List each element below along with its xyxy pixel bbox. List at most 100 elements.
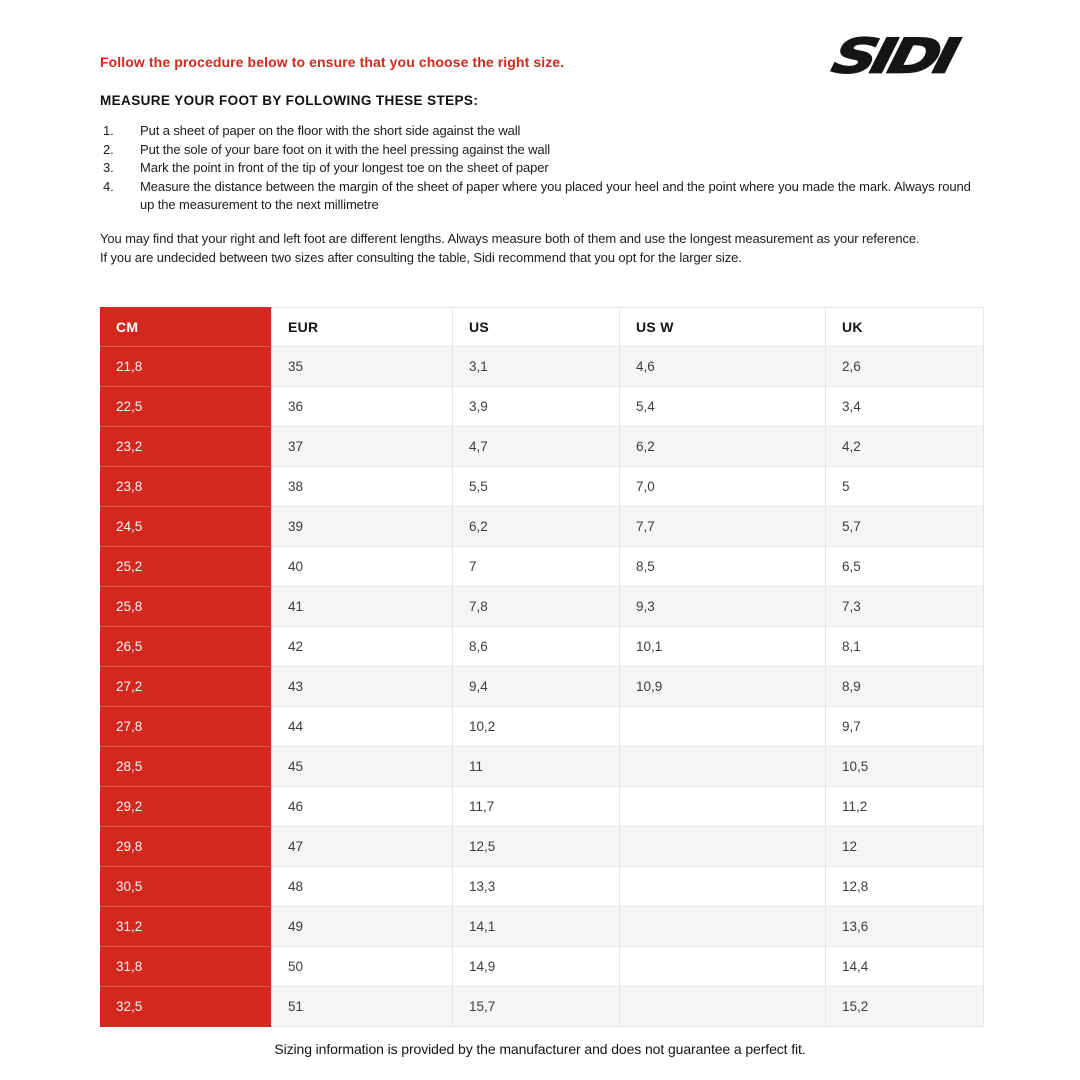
cell-eur: 36 bbox=[272, 387, 453, 427]
cell-cm: 32,5 bbox=[100, 987, 272, 1027]
cell-eur: 45 bbox=[272, 747, 453, 787]
size-conversion-table: CM EUR US US W UK 21,8 35 3,1 4,6 2,6 22… bbox=[100, 307, 984, 1027]
cell-uk: 5 bbox=[826, 467, 984, 507]
cell-uk: 12,8 bbox=[826, 867, 984, 907]
table-row: 27,8 44 10,2 9,7 bbox=[100, 707, 984, 747]
header-row: CM EUR US US W UK bbox=[100, 307, 984, 347]
cell-usw bbox=[620, 827, 826, 867]
cell-cm: 22,5 bbox=[100, 387, 272, 427]
note-measure-both: You may find that your right and left fo… bbox=[100, 231, 920, 246]
cell-usw: 6,2 bbox=[620, 427, 826, 467]
cell-us: 6,2 bbox=[453, 507, 620, 547]
cell-us: 15,7 bbox=[453, 987, 620, 1027]
cell-usw bbox=[620, 987, 826, 1027]
table-row: 31,8 50 14,9 14,4 bbox=[100, 947, 984, 987]
table-row: 25,2 40 7 8,5 6,5 bbox=[100, 547, 984, 587]
cell-usw bbox=[620, 907, 826, 947]
col-header-eur: EUR bbox=[272, 307, 453, 347]
cell-us: 4,7 bbox=[453, 427, 620, 467]
cell-usw: 9,3 bbox=[620, 587, 826, 627]
sidi-logo: SIDI bbox=[826, 26, 1034, 86]
cell-eur: 47 bbox=[272, 827, 453, 867]
cell-eur: 41 bbox=[272, 587, 453, 627]
cell-eur: 40 bbox=[272, 547, 453, 587]
table-row: 21,8 35 3,1 4,6 2,6 bbox=[100, 347, 984, 387]
cell-eur: 49 bbox=[272, 907, 453, 947]
cell-us: 3,1 bbox=[453, 347, 620, 387]
table-row: 23,8 38 5,5 7,0 5 bbox=[100, 467, 984, 507]
cell-usw: 7,7 bbox=[620, 507, 826, 547]
col-header-usw: US W bbox=[620, 307, 826, 347]
cell-eur: 37 bbox=[272, 427, 453, 467]
cell-uk: 15,2 bbox=[826, 987, 984, 1027]
table-row: 23,2 37 4,7 6,2 4,2 bbox=[100, 427, 984, 467]
cell-usw bbox=[620, 867, 826, 907]
cell-uk: 11,2 bbox=[826, 787, 984, 827]
cell-eur: 38 bbox=[272, 467, 453, 507]
size-table-body: 21,8 35 3,1 4,6 2,6 22,5 36 3,9 5,4 3,4 … bbox=[100, 347, 984, 1027]
cell-cm: 29,2 bbox=[100, 787, 272, 827]
cell-cm: 29,8 bbox=[100, 827, 272, 867]
cell-cm: 26,5 bbox=[100, 627, 272, 667]
cell-eur: 39 bbox=[272, 507, 453, 547]
cell-eur: 46 bbox=[272, 787, 453, 827]
cell-us: 11,7 bbox=[453, 787, 620, 827]
cell-cm: 31,2 bbox=[100, 907, 272, 947]
col-header-cm: CM bbox=[100, 307, 272, 347]
cell-cm: 21,8 bbox=[100, 347, 272, 387]
cell-uk: 10,5 bbox=[826, 747, 984, 787]
cell-cm: 27,2 bbox=[100, 667, 272, 707]
cell-cm: 23,2 bbox=[100, 427, 272, 467]
sidi-logo-text: SIDI bbox=[826, 27, 960, 85]
cell-usw: 4,6 bbox=[620, 347, 826, 387]
cell-us: 8,6 bbox=[453, 627, 620, 667]
footer-disclaimer: Sizing information is provided by the ma… bbox=[274, 1041, 806, 1057]
cell-cm: 31,8 bbox=[100, 947, 272, 987]
cell-us: 13,3 bbox=[453, 867, 620, 907]
cell-us: 7,8 bbox=[453, 587, 620, 627]
cell-usw: 7,0 bbox=[620, 467, 826, 507]
table-row: 24,5 39 6,2 7,7 5,7 bbox=[100, 507, 984, 547]
cell-us: 11 bbox=[453, 747, 620, 787]
cell-usw: 10,9 bbox=[620, 667, 826, 707]
cell-us: 14,9 bbox=[453, 947, 620, 987]
cell-us: 9,4 bbox=[453, 667, 620, 707]
cell-cm: 24,5 bbox=[100, 507, 272, 547]
table-row: 31,2 49 14,1 13,6 bbox=[100, 907, 984, 947]
step-item: Put a sheet of paper on the floor with t… bbox=[103, 122, 521, 140]
cell-usw: 5,4 bbox=[620, 387, 826, 427]
cell-eur: 51 bbox=[272, 987, 453, 1027]
step-item: Put the sole of your bare foot on it wit… bbox=[103, 141, 551, 159]
steps-list: Put a sheet of paper on the floor with t… bbox=[100, 122, 972, 215]
table-row: 32,5 51 15,7 15,2 bbox=[100, 987, 984, 1027]
cell-usw bbox=[620, 707, 826, 747]
cell-uk: 7,3 bbox=[826, 587, 984, 627]
note-undecided: If you are undecided between two sizes a… bbox=[100, 249, 742, 265]
cell-us: 3,9 bbox=[453, 387, 620, 427]
cell-usw bbox=[620, 787, 826, 827]
table-row: 25,8 41 7,8 9,3 7,3 bbox=[100, 587, 984, 627]
cell-us: 10,2 bbox=[453, 707, 620, 747]
cell-uk: 8,1 bbox=[826, 627, 984, 667]
cell-cm: 23,8 bbox=[100, 467, 272, 507]
cell-uk: 2,6 bbox=[826, 347, 984, 387]
cell-uk: 3,4 bbox=[826, 387, 984, 427]
cell-cm: 27,8 bbox=[100, 707, 272, 747]
cell-cm: 25,2 bbox=[100, 547, 272, 587]
cell-uk: 6,5 bbox=[826, 547, 984, 587]
table-row: 27,2 43 9,4 10,9 8,9 bbox=[100, 667, 984, 707]
cell-eur: 44 bbox=[272, 707, 453, 747]
cell-usw bbox=[620, 747, 826, 787]
cell-us: 5,5 bbox=[453, 467, 620, 507]
notes-block: You may find that your right and left fo… bbox=[100, 230, 982, 267]
cell-us: 14,1 bbox=[453, 907, 620, 947]
cell-eur: 48 bbox=[272, 867, 453, 907]
table-row: 29,8 47 12,5 12 bbox=[100, 827, 984, 867]
cell-usw bbox=[620, 947, 826, 987]
intro-text: Follow the procedure below to ensure tha… bbox=[100, 54, 565, 70]
cell-uk: 8,9 bbox=[826, 667, 984, 707]
cell-uk: 13,6 bbox=[826, 907, 984, 947]
cell-cm: 25,8 bbox=[100, 587, 272, 627]
table-row: 22,5 36 3,9 5,4 3,4 bbox=[100, 387, 984, 427]
